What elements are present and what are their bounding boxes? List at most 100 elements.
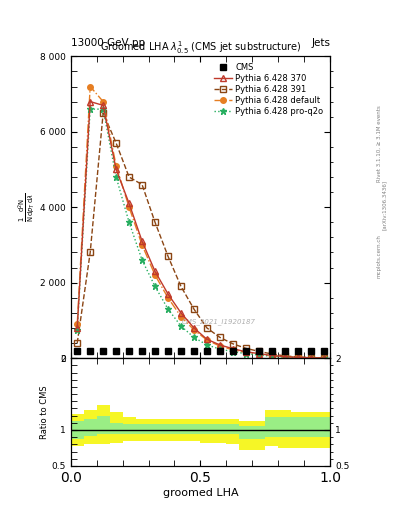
Pythia 6.428 391	[101, 110, 105, 116]
Pythia 6.428 391	[140, 182, 145, 188]
Pythia 6.428 370	[308, 355, 313, 361]
Line: CMS: CMS	[74, 348, 327, 353]
CMS	[218, 348, 222, 354]
Pythia 6.428 pro-q2o	[101, 106, 105, 112]
Pythia 6.428 370	[114, 166, 119, 173]
Pythia 6.428 pro-q2o	[295, 354, 300, 360]
Line: Pythia 6.428 370: Pythia 6.428 370	[74, 99, 327, 361]
Pythia 6.428 default	[101, 98, 105, 104]
Pythia 6.428 default	[152, 272, 157, 278]
Pythia 6.428 pro-q2o	[75, 327, 79, 333]
Pythia 6.428 370	[191, 325, 196, 331]
Pythia 6.428 391	[191, 306, 196, 312]
Pythia 6.428 370	[166, 291, 171, 297]
Pythia 6.428 391	[256, 348, 261, 354]
Pythia 6.428 370	[140, 238, 145, 244]
Pythia 6.428 pro-q2o	[321, 355, 326, 361]
CMS	[295, 348, 300, 354]
Pythia 6.428 370	[256, 351, 261, 357]
Pythia 6.428 default	[166, 295, 171, 301]
CMS	[114, 348, 119, 354]
Legend: CMS, Pythia 6.428 370, Pythia 6.428 391, Pythia 6.428 default, Pythia 6.428 pro-: CMS, Pythia 6.428 370, Pythia 6.428 391,…	[211, 60, 326, 119]
Pythia 6.428 370	[127, 200, 131, 206]
Pythia 6.428 pro-q2o	[140, 257, 145, 263]
CMS	[140, 348, 145, 354]
Pythia 6.428 391	[218, 334, 222, 340]
Pythia 6.428 391	[166, 253, 171, 260]
Pythia 6.428 default	[218, 343, 222, 349]
CMS	[178, 348, 183, 354]
Y-axis label: $\frac{1}{\mathrm{N}}\frac{\mathrm{d}^2\mathrm{N}}{\mathrm{d}p_T\,\mathrm{d}\lam: $\frac{1}{\mathrm{N}}\frac{\mathrm{d}^2\…	[17, 193, 37, 222]
Pythia 6.428 370	[101, 102, 105, 109]
Pythia 6.428 391	[243, 345, 248, 351]
Pythia 6.428 370	[218, 342, 222, 348]
Pythia 6.428 default	[243, 349, 248, 355]
Pythia 6.428 370	[204, 336, 209, 343]
Pythia 6.428 370	[152, 268, 157, 274]
CMS	[166, 348, 171, 354]
CMS	[101, 348, 105, 354]
Text: CMS_2021_I1920187: CMS_2021_I1920187	[182, 318, 255, 325]
CMS	[191, 348, 196, 354]
Title: Groomed LHA $\lambda^{1}_{0.5}$ (CMS jet substructure): Groomed LHA $\lambda^{1}_{0.5}$ (CMS jet…	[100, 39, 301, 56]
Pythia 6.428 default	[230, 347, 235, 353]
Line: Pythia 6.428 pro-q2o: Pythia 6.428 pro-q2o	[74, 105, 327, 361]
CMS	[308, 348, 313, 354]
Pythia 6.428 default	[140, 242, 145, 248]
CMS	[88, 348, 93, 354]
Text: mcplots.cern.ch: mcplots.cern.ch	[377, 234, 382, 278]
Pythia 6.428 pro-q2o	[191, 334, 196, 340]
Pythia 6.428 default	[204, 337, 209, 343]
Pythia 6.428 pro-q2o	[243, 351, 248, 357]
Pythia 6.428 default	[191, 327, 196, 333]
Pythia 6.428 default	[114, 163, 119, 169]
Pythia 6.428 pro-q2o	[127, 219, 131, 225]
Pythia 6.428 370	[75, 325, 79, 331]
Y-axis label: Ratio to CMS: Ratio to CMS	[40, 385, 49, 439]
Pythia 6.428 pro-q2o	[218, 346, 222, 352]
CMS	[321, 348, 326, 354]
Pythia 6.428 pro-q2o	[282, 354, 287, 360]
Text: Rivet 3.1.10, ≥ 3.1M events: Rivet 3.1.10, ≥ 3.1M events	[377, 105, 382, 182]
Pythia 6.428 pro-q2o	[204, 342, 209, 348]
Pythia 6.428 default	[282, 354, 287, 360]
Pythia 6.428 default	[269, 353, 274, 359]
Pythia 6.428 370	[295, 354, 300, 360]
Pythia 6.428 pro-q2o	[152, 283, 157, 289]
Pythia 6.428 default	[295, 354, 300, 360]
Pythia 6.428 370	[282, 354, 287, 360]
Pythia 6.428 391	[321, 355, 326, 361]
Pythia 6.428 pro-q2o	[166, 306, 171, 312]
Pythia 6.428 default	[88, 83, 93, 90]
Pythia 6.428 370	[321, 355, 326, 361]
Pythia 6.428 391	[88, 249, 93, 255]
Pythia 6.428 default	[308, 355, 313, 361]
Pythia 6.428 370	[88, 98, 93, 104]
Text: 13000 GeV pp: 13000 GeV pp	[71, 37, 145, 48]
Pythia 6.428 391	[269, 351, 274, 357]
Pythia 6.428 default	[127, 204, 131, 210]
Pythia 6.428 default	[75, 321, 79, 327]
Pythia 6.428 391	[75, 340, 79, 346]
Pythia 6.428 391	[178, 283, 183, 289]
X-axis label: groomed LHA: groomed LHA	[163, 487, 238, 498]
Pythia 6.428 370	[269, 352, 274, 358]
Text: [arXiv:1306.3436]: [arXiv:1306.3436]	[382, 180, 387, 230]
Pythia 6.428 391	[282, 353, 287, 359]
Pythia 6.428 370	[178, 310, 183, 316]
CMS	[75, 348, 79, 354]
Pythia 6.428 default	[321, 355, 326, 361]
Text: Jets: Jets	[311, 37, 330, 48]
Line: Pythia 6.428 391: Pythia 6.428 391	[74, 110, 327, 360]
Pythia 6.428 370	[243, 349, 248, 355]
Pythia 6.428 pro-q2o	[256, 352, 261, 358]
CMS	[230, 348, 235, 354]
Pythia 6.428 pro-q2o	[178, 323, 183, 329]
Pythia 6.428 pro-q2o	[308, 355, 313, 361]
Line: Pythia 6.428 default: Pythia 6.428 default	[74, 84, 327, 361]
Pythia 6.428 391	[230, 340, 235, 347]
Pythia 6.428 391	[308, 354, 313, 360]
Pythia 6.428 pro-q2o	[114, 174, 119, 180]
Pythia 6.428 391	[152, 219, 157, 225]
Pythia 6.428 391	[127, 174, 131, 180]
